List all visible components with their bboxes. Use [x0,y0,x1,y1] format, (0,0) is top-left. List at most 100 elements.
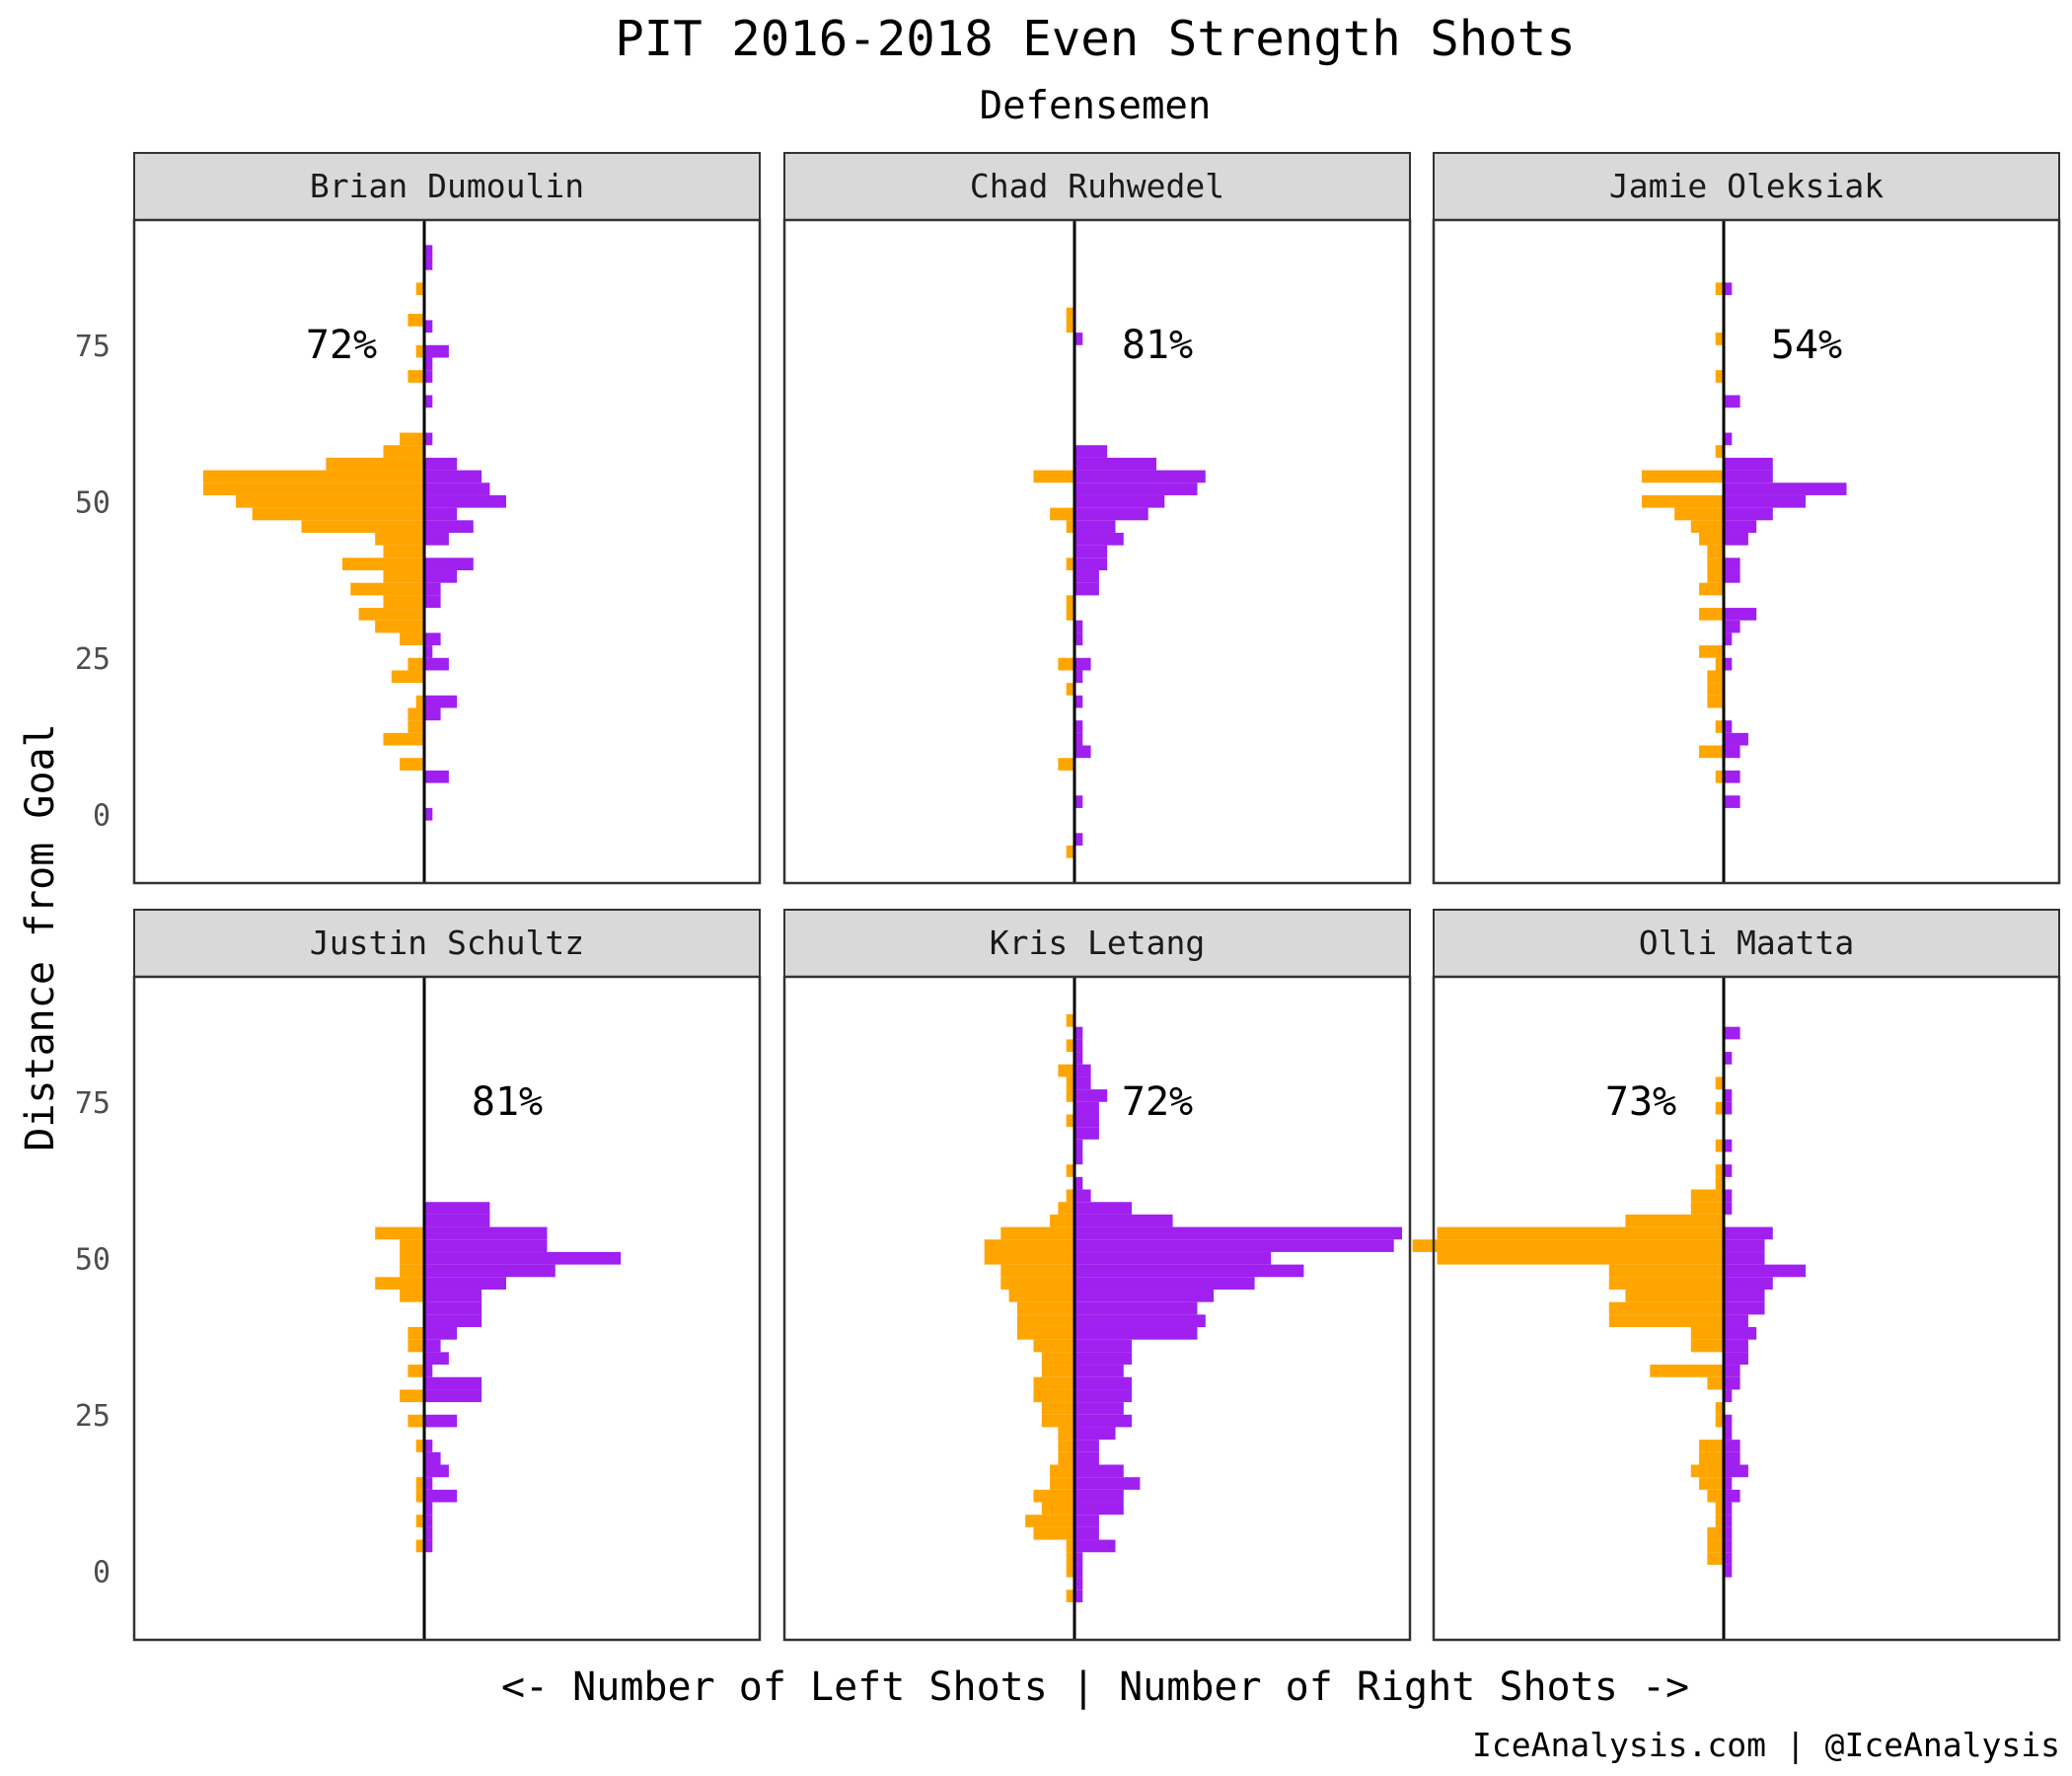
right-shot-bar [1074,1251,1272,1265]
y-tick-label: 0 [93,1555,111,1590]
right-shot-bar [1074,1114,1099,1128]
right-shot-bar [424,320,433,333]
left-shot-bar [407,707,424,721]
percentage-label: 72% [1122,1079,1193,1125]
left-shot-bar [252,507,424,521]
right-shot-bar [1074,795,1083,808]
left-shot-bar [1699,1440,1724,1452]
left-shot-bar [1058,657,1074,671]
y-tick-label: 25 [75,1399,111,1434]
left-shot-bar [1715,1502,1724,1516]
right-shot-bar [1074,1427,1116,1441]
right-shot-bar [1074,445,1108,458]
right-shot-bar [1074,1189,1091,1203]
facet-panel: Kris Letang 72% [782,909,1412,1642]
right-shot-bar [424,1464,449,1478]
left-shot-bar [1066,1164,1074,1177]
facet-label: Justin Schultz [310,924,584,962]
right-shot-bar [1074,1076,1091,1090]
right-shot-bar [1074,494,1165,508]
y-tick-label: 75 [75,1086,111,1121]
left-shot-bar [1699,582,1724,596]
left-shot-bar [383,545,424,558]
left-shot-bar [407,1414,424,1428]
right-shot-bar [1724,657,1733,671]
right-shot-bar [1074,333,1083,345]
left-shot-bar [400,758,424,771]
left-shot-bar [1690,1189,1724,1203]
right-shot-bar [424,1365,433,1377]
right-shot-bar [1074,1352,1133,1366]
right-shot-bar [424,470,482,483]
left-shot-bar [400,1289,424,1302]
right-shot-bar [1724,620,1740,633]
left-shot-bar [1066,1114,1074,1128]
left-shot-bar [1608,1264,1724,1278]
facet-panel: Justin Schultz 81% 0 25 50 75 [75,909,762,1642]
right-shot-bar [1074,657,1091,671]
right-shot-bar [424,1264,555,1278]
right-shot-bar [1074,1339,1133,1353]
left-shot-bar [1058,758,1074,771]
left-shot-bar [1715,770,1724,783]
right-shot-bar [1074,1327,1198,1340]
right-shot-bar [1074,1590,1083,1602]
right-shot-bar [1074,1365,1124,1377]
left-shot-bar [1066,320,1074,333]
facet-panel: Chad Ruhwedel 81% [782,152,1412,885]
right-shot-bar [424,395,433,408]
right-shot-bar [424,1526,433,1540]
right-shot-bar [424,1226,548,1240]
y-axis-title: Distance from Goal [18,723,63,1150]
right-shot-bar [424,1539,433,1553]
facet-label: Olli Maatta [1639,924,1855,962]
right-shot-bar [424,695,458,708]
left-shot-bar [1066,683,1074,696]
right-shot-bar [1074,532,1124,546]
right-shot-bar [424,1376,482,1390]
facet-label: Chad Ruhwedel [970,167,1224,205]
right-shot-bar [424,1239,548,1252]
right-shot-bar [1074,1577,1083,1591]
left-shot-bar [1066,595,1074,609]
right-shot-bar [1074,1552,1083,1565]
facet-strip [133,152,761,221]
x-axis-title: <- Number of Left Shots | Number of Righ… [501,1665,1689,1710]
right-shot-bar [1724,1389,1733,1403]
right-shot-bar [424,1202,490,1215]
right-shot-bar [1724,1539,1733,1553]
left-shot-bar [326,457,424,471]
right-shot-bar [1724,532,1748,546]
right-shot-bar [1074,582,1099,596]
left-shot-bar [1707,1526,1724,1540]
facet-panel: Brian Dumoulin 72% 0 25 50 75 [75,152,762,885]
left-shot-bar [1033,1376,1074,1390]
left-shot-bar [1715,657,1724,671]
left-shot-bar [407,370,424,383]
left-shot-bar [1642,470,1724,483]
right-shot-bar [424,1451,441,1465]
left-shot-bar [407,720,424,733]
left-shot-bar [1707,557,1724,571]
left-shot-bar [1707,545,1724,558]
right-shot-bar [1074,520,1116,533]
right-shot-bar [1724,795,1740,808]
right-shot-bar [1074,1039,1083,1053]
right-shot-bar [1724,1352,1748,1366]
right-shot-bar [1724,1440,1740,1452]
right-shot-bar [1074,745,1091,759]
right-shot-bar [1724,482,1847,495]
right-shot-bar [1724,520,1757,533]
left-shot-bar [1058,1451,1074,1465]
right-shot-bar [424,1389,482,1403]
left-shot-bar [1715,1139,1724,1152]
right-shot-bar [424,344,449,358]
left-shot-bar [407,1365,424,1377]
right-shot-bar [1074,1314,1206,1328]
left-shot-bar [1033,1489,1074,1503]
right-shot-bar [424,370,433,383]
right-shot-bar [1074,1264,1304,1278]
left-shot-bar [1412,1239,1724,1252]
left-shot-bar [1715,370,1724,383]
right-shot-bar [1724,1202,1733,1215]
